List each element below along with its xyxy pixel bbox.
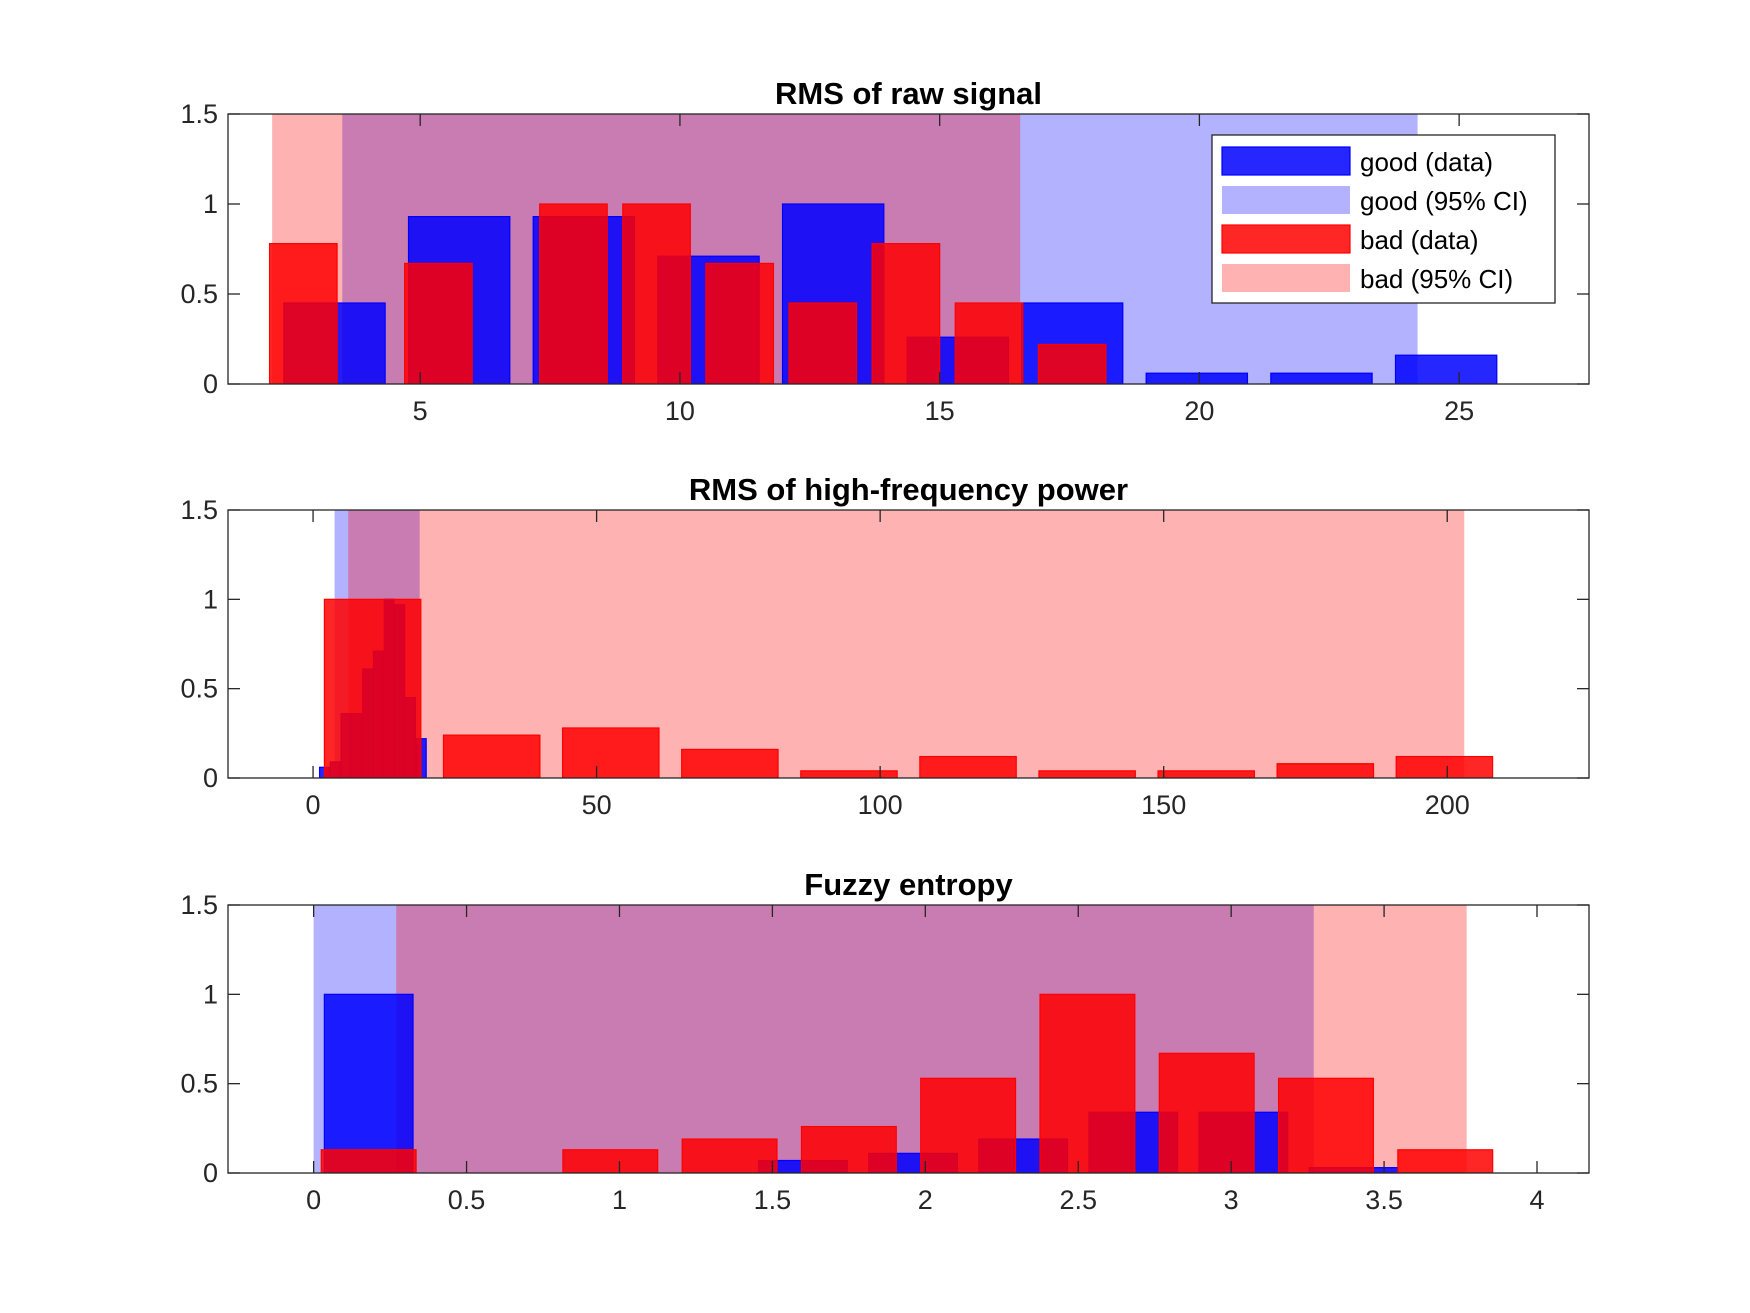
chart-panel-2: 0 50 100 150 200 0 0.5 1 1.5 RMS of high-frequenc…	[180, 472, 1590, 820]
y-tick-label: 0.5	[180, 279, 218, 309]
legend: good (data) good (95% CI) bad (data) bad (9…	[1211, 134, 1556, 304]
axes-box	[227, 509, 1590, 779]
good-data-bar	[1394, 354, 1498, 384]
axes-box	[227, 113, 1590, 385]
plot-area	[313, 905, 1494, 1173]
y-tick-label: 0	[203, 369, 218, 399]
bad-data-bar	[323, 598, 422, 778]
x-tick-label: 3.5	[1365, 1185, 1403, 1215]
bad-data-bar	[1276, 763, 1375, 778]
y-tick-label: 0	[203, 1158, 218, 1188]
legend-swatch	[1221, 224, 1351, 254]
x-tick-label: 1.5	[754, 1185, 792, 1215]
x-tick-label: 4	[1529, 1185, 1544, 1215]
bad-data-bar	[705, 262, 775, 384]
bad-data-bar	[871, 243, 941, 384]
legend-swatch	[1221, 146, 1351, 176]
bad-data-bar	[1158, 1052, 1255, 1173]
bad-data-bar	[788, 302, 858, 384]
legend-label: bad (95% CI)	[1360, 264, 1513, 294]
bad-ci-band	[348, 510, 1465, 778]
axes-box	[227, 904, 1590, 1174]
legend-label: good (data)	[1360, 147, 1493, 177]
bad-data-bar	[681, 748, 779, 778]
bad-data-bar	[919, 755, 1017, 778]
y-tick-label: 0.5	[180, 1069, 218, 1099]
bad-data-bar	[800, 770, 898, 778]
legend-item: bad (95% CI)	[1222, 264, 1513, 294]
bad-data-bar	[404, 262, 473, 384]
bad-data-bar	[1395, 755, 1494, 778]
x-tick-label: 5	[413, 396, 428, 426]
bad-data-bar	[622, 203, 691, 384]
y-tick-label: 1.5	[180, 99, 218, 129]
x-tick-label: 10	[665, 396, 695, 426]
y-tick-label: 0	[203, 763, 218, 793]
bad-data-bar	[442, 734, 541, 778]
y-tick-label: 1.5	[180, 495, 218, 525]
good-data-bar	[1145, 372, 1249, 384]
legend-item: bad (data)	[1221, 224, 1479, 255]
bad-data-bar	[320, 1149, 417, 1173]
legend-item: good (95% CI)	[1222, 186, 1528, 216]
bad-data-bar	[1039, 993, 1136, 1173]
bad-data-bar	[920, 1077, 1017, 1173]
bad-data-bar	[561, 727, 660, 778]
bad-data-bar	[1038, 770, 1136, 778]
y-tick-label: 1	[203, 584, 218, 614]
x-tick-label: 15	[925, 396, 955, 426]
bad-data-bar	[800, 1125, 897, 1173]
good-data-bar	[323, 993, 414, 1173]
x-tick-label: 2	[918, 1185, 933, 1215]
bad-data-bar	[1277, 1077, 1374, 1173]
y-tick-label: 1	[203, 979, 218, 1009]
chart-panel-3: 0 0.5 1 1.5 2 2.5 3 3.5 4 0 0.5 1 1.5 Fuzzy entropy	[180, 867, 1590, 1215]
x-tick-label: 2.5	[1059, 1185, 1097, 1215]
legend-label: bad (data)	[1360, 225, 1479, 255]
x-tick-label: 50	[582, 790, 612, 820]
x-tick-label: 0	[306, 1185, 321, 1215]
x-tick-label: 150	[1141, 790, 1186, 820]
bad-data-bar	[1397, 1149, 1494, 1173]
y-tick-label: 1	[203, 189, 218, 219]
legend-item: good (data)	[1221, 146, 1493, 177]
x-tick-label: 200	[1425, 790, 1470, 820]
x-tick-label: 0	[306, 790, 321, 820]
y-tick-label: 0.5	[180, 674, 218, 704]
bad-data-bar	[954, 302, 1024, 384]
chart-title: Fuzzy entropy	[804, 867, 1013, 902]
bad-data-bar	[268, 243, 338, 384]
legend-swatch	[1222, 264, 1350, 292]
x-tick-label: 25	[1444, 396, 1474, 426]
plot-area	[318, 510, 1494, 778]
bad-data-bar	[681, 1138, 778, 1173]
x-tick-label: 3	[1224, 1185, 1239, 1215]
bad-data-bar	[1037, 343, 1107, 384]
bad-data-bar	[1157, 770, 1256, 778]
y-tick-label: 1.5	[180, 890, 218, 920]
x-tick-label: 0.5	[448, 1185, 486, 1215]
good-data-bar	[1270, 372, 1373, 384]
chart-title: RMS of high-frequency power	[689, 472, 1128, 507]
legend-swatch	[1222, 186, 1350, 214]
x-tick-label: 1	[612, 1185, 627, 1215]
bad-data-bar	[539, 203, 608, 384]
x-tick-label: 100	[858, 790, 903, 820]
chart-title: RMS of raw signal	[775, 76, 1042, 111]
bad-data-bar	[562, 1149, 659, 1173]
legend-label: good (95% CI)	[1360, 186, 1528, 216]
x-tick-label: 20	[1184, 396, 1214, 426]
